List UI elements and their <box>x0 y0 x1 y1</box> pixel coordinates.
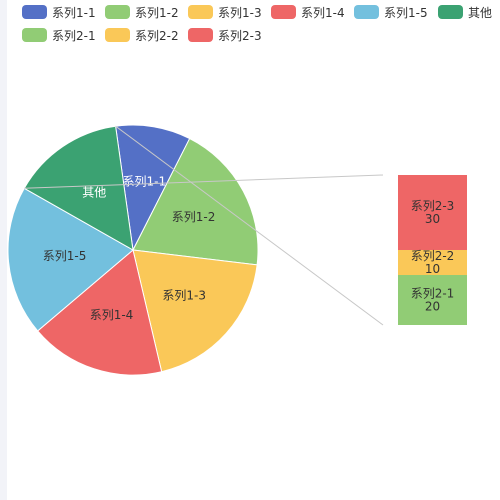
legend-item-7[interactable]: 系列2-2 <box>105 27 179 43</box>
pie-labels: 系列1-1 系列1-2 系列1-3 系列1-4 系列1-5 其他 <box>43 175 216 322</box>
pie <box>7 124 259 376</box>
bar-segment-label: 系列2-3 <box>411 199 455 213</box>
bar-segment-value: 20 <box>425 300 440 314</box>
bar-segment[interactable] <box>398 275 467 325</box>
connector-lines <box>24 125 384 326</box>
legend-swatch <box>105 5 130 19</box>
pie-slice[interactable] <box>115 124 191 252</box>
pie-slice-label: 其他 <box>82 186 106 200</box>
legend-swatch <box>188 5 213 19</box>
legend-label: 系列1-5 <box>384 5 428 20</box>
legend-label: 系列2-1 <box>52 28 96 43</box>
legend-swatch <box>438 5 463 19</box>
legend-swatch <box>354 5 379 19</box>
legend-label: 系列2-3 <box>218 28 262 43</box>
pie-slice[interactable] <box>132 137 259 266</box>
chart-legend: 系列1-1 系列1-2 系列1-3 系列1-4 系列1-5 其他 系列2-1 系… <box>0 0 500 48</box>
bar-segment-value: 30 <box>425 212 440 226</box>
legend-label: 系列1-4 <box>301 5 345 20</box>
pie-slice-label: 系列1-3 <box>162 288 206 302</box>
legend-item-5[interactable]: 其他 <box>438 4 492 20</box>
legend-item-0[interactable]: 系列1-1 <box>22 4 96 20</box>
pie-slice-label: 系列1-2 <box>172 210 216 224</box>
legend-swatch <box>22 5 47 19</box>
bar-segment-label: 系列2-1 <box>411 287 455 301</box>
connector-line-bottom <box>115 125 384 326</box>
pie-slice-label: 系列1-4 <box>90 308 134 322</box>
legend-item-1[interactable]: 系列1-2 <box>105 4 179 20</box>
legend-item-3[interactable]: 系列1-4 <box>271 4 345 20</box>
bar-segment-value: 10 <box>425 262 440 276</box>
legend-item-6[interactable]: 系列2-1 <box>22 27 96 43</box>
legend-item-4[interactable]: 系列1-5 <box>354 4 428 20</box>
pie-slice[interactable] <box>37 249 163 376</box>
breakdown-bar-labels: 系列2-120 系列2-210 系列2-330 <box>411 199 455 314</box>
legend-swatch <box>188 28 213 42</box>
legend-item-8[interactable]: 系列2-3 <box>188 27 262 43</box>
legend-swatch <box>22 28 47 42</box>
bar-segment[interactable] <box>398 175 467 250</box>
left-edge-strip <box>0 0 7 500</box>
bar-segment[interactable] <box>398 250 467 275</box>
pie-slice-label: 系列1-1 <box>122 175 166 189</box>
pie-slice[interactable] <box>23 125 134 251</box>
pie-slice[interactable] <box>7 187 134 332</box>
legend-swatch <box>105 28 130 42</box>
legend-swatch <box>271 5 296 19</box>
connector-line-top <box>24 174 384 189</box>
legend-label: 其他 <box>468 5 493 20</box>
bar-segment-label: 系列2-2 <box>411 249 455 263</box>
breakdown-bar <box>398 175 467 325</box>
legend-label: 系列1-1 <box>52 5 96 20</box>
legend-label: 系列1-3 <box>218 5 262 20</box>
legend-label: 系列2-2 <box>135 28 179 43</box>
legend-item-2[interactable]: 系列1-3 <box>188 4 262 20</box>
legend-label: 系列1-2 <box>135 5 179 20</box>
pie-slice[interactable] <box>132 249 258 373</box>
pie-slice-label: 系列1-5 <box>43 249 87 263</box>
